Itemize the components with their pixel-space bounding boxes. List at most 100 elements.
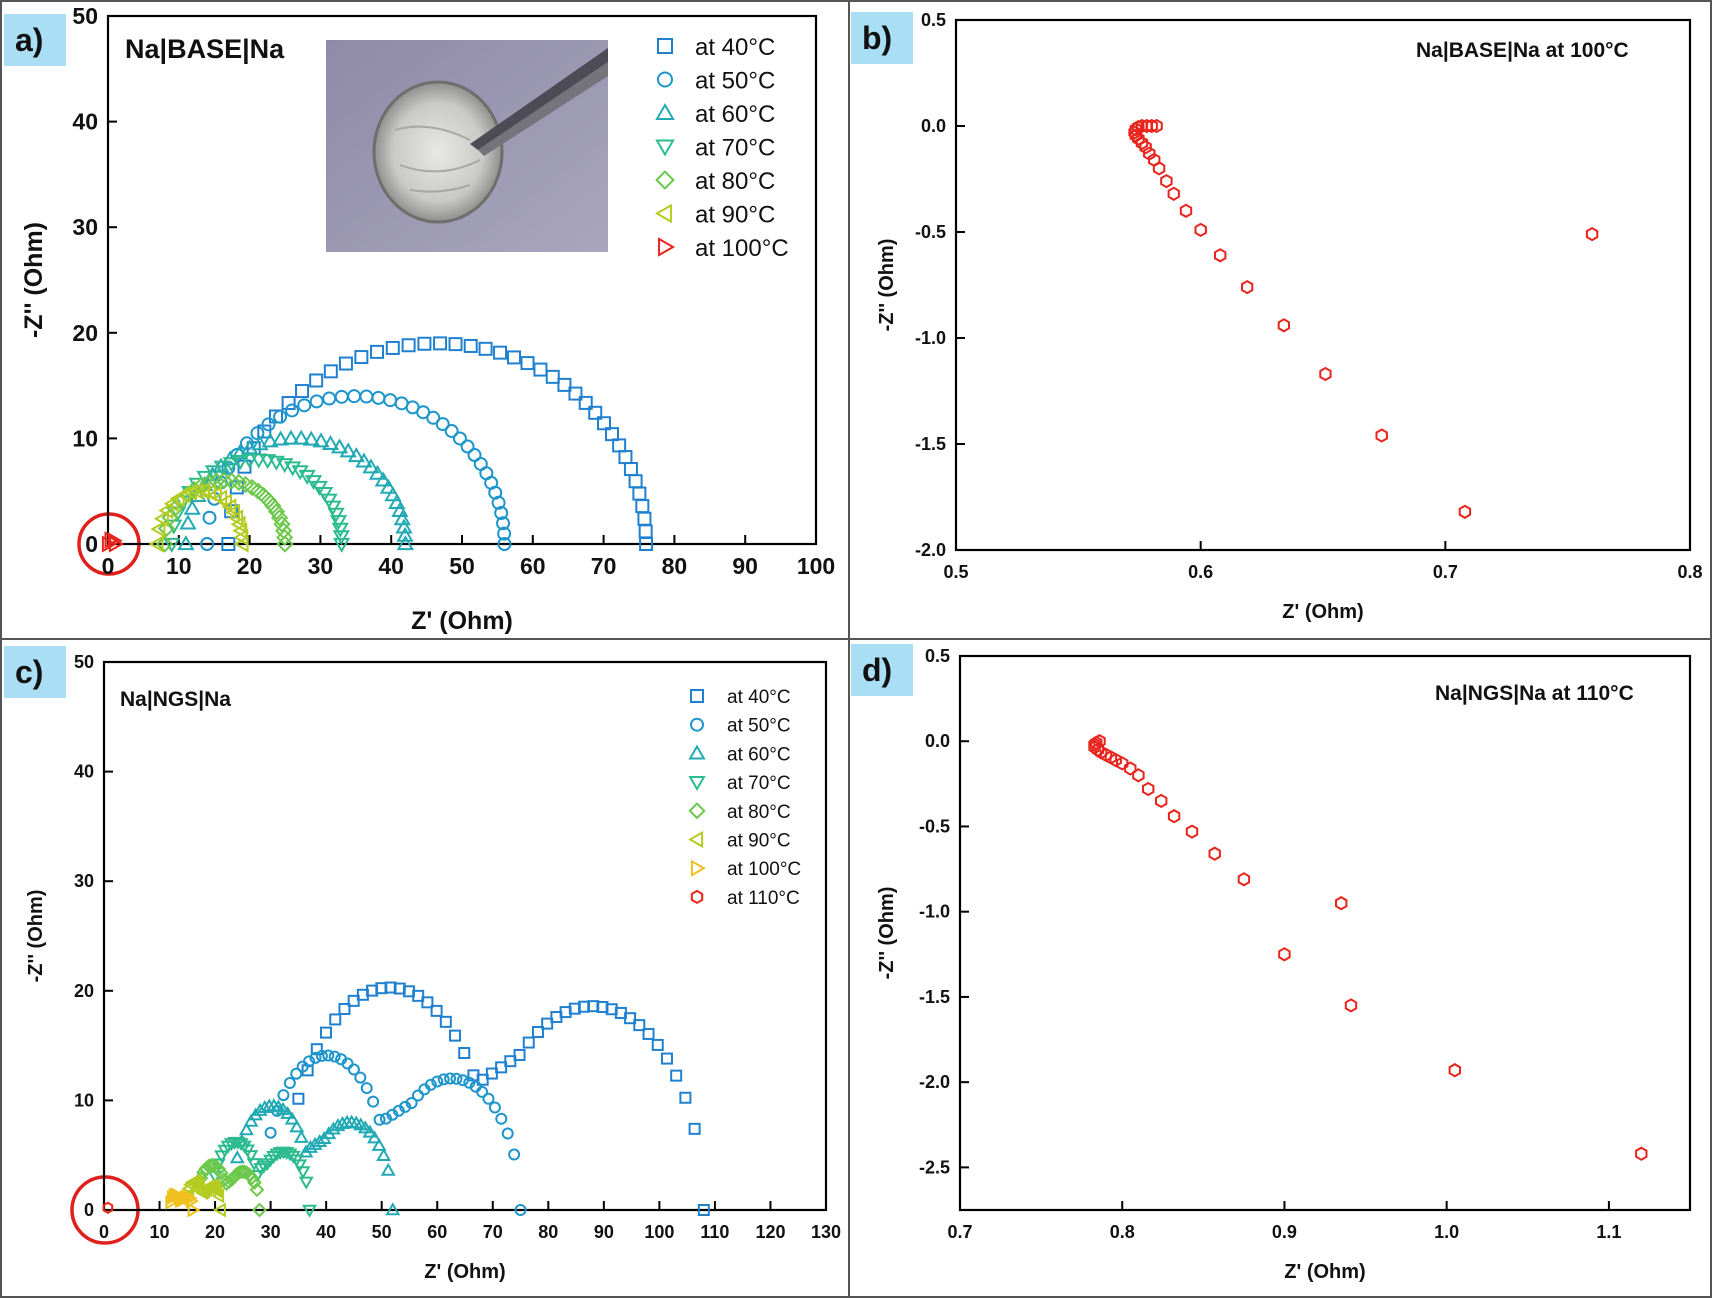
data-point	[233, 535, 249, 553]
y-tick-label: -2.0	[919, 1072, 950, 1092]
data-point	[507, 350, 522, 365]
data-point	[508, 1148, 521, 1161]
data-point	[633, 1019, 646, 1032]
panel-a-tag: a)	[15, 22, 43, 58]
data-point	[497, 537, 512, 551]
data-point	[374, 471, 392, 487]
y-tick-label: 20	[72, 320, 98, 346]
data-point	[347, 389, 362, 404]
data-point	[496, 516, 511, 531]
y-tick-label: 50	[74, 652, 94, 672]
data-point	[347, 1063, 360, 1076]
data-point	[1375, 428, 1388, 443]
chart-d: 0.7 0.8 0.9 1.0 1.1 -2.5 -2.0 -1.5 -1.0 -0.5 0.0 0.…	[876, 646, 1692, 1283]
x-tick-label: 1.1	[1596, 1222, 1621, 1242]
data-point	[504, 1055, 517, 1068]
data-point	[463, 338, 478, 353]
data-point	[182, 483, 198, 502]
data-point	[211, 1161, 227, 1177]
legend-marker	[655, 170, 675, 190]
data-point	[493, 345, 508, 360]
legend-label: at 40°C	[727, 687, 791, 708]
data-point	[514, 1204, 527, 1216]
y-tick-label: 0.0	[925, 731, 950, 751]
data-point	[285, 403, 300, 418]
chart-a: 0 10 20 30 40 50 60 70 80 90 100 0 10 20 30 40 50 Z' (Ohm…	[20, 3, 835, 635]
data-point	[297, 398, 312, 413]
data-point	[623, 462, 638, 477]
y-tick-label: 0	[84, 1200, 94, 1220]
data-point	[244, 1170, 260, 1186]
data-point	[385, 1202, 401, 1216]
data-point	[327, 507, 345, 523]
plot-frame	[958, 654, 1692, 1212]
panel-b-title: Na|BASE|Na at 100°C	[1416, 39, 1629, 62]
data-point	[213, 460, 231, 476]
data-point	[150, 520, 166, 538]
data-point	[354, 350, 369, 365]
y-tick-label: -1.5	[919, 987, 950, 1007]
data-point	[482, 1092, 495, 1105]
y-tick-label: 30	[74, 871, 94, 891]
data-point	[292, 429, 310, 445]
x-tick-label: 70	[483, 1222, 503, 1242]
y-tick-label: 0.0	[921, 116, 946, 136]
data-point	[277, 1089, 290, 1102]
y-tick-label: 10	[72, 425, 98, 451]
x-tick-label: 80	[662, 553, 688, 579]
x-tick-label: 0	[99, 1222, 109, 1242]
x-tick-label: 20	[237, 553, 263, 579]
x-tick-label: 30	[308, 553, 334, 579]
x-tick-label: 20	[205, 1222, 225, 1242]
data-point	[273, 409, 288, 424]
data-point	[202, 510, 217, 525]
data-point	[456, 1074, 469, 1087]
tweezers-shape	[470, 48, 608, 150]
data-point	[309, 373, 324, 388]
panel-a-tag-bg	[4, 14, 66, 66]
data-point	[347, 447, 365, 463]
data-point	[276, 528, 294, 546]
legend-label: at 70°C	[727, 773, 791, 794]
data-point	[282, 429, 300, 445]
data-point	[430, 1004, 443, 1017]
data-point	[302, 430, 320, 446]
data-point	[367, 1095, 380, 1108]
data-point	[238, 1122, 254, 1136]
data-point	[281, 396, 296, 411]
data-point	[1241, 279, 1254, 295]
data-point	[283, 1077, 296, 1090]
data-point	[312, 1133, 328, 1147]
data-point	[157, 519, 176, 538]
data-point	[334, 389, 349, 404]
data-point	[604, 427, 619, 442]
data-point	[660, 1052, 673, 1065]
data-point	[401, 338, 416, 353]
legend-marker	[688, 744, 706, 760]
data-point	[437, 1073, 450, 1086]
data-point	[179, 514, 197, 530]
data-point	[1132, 131, 1145, 146]
data-point	[186, 1193, 200, 1209]
data-point	[324, 500, 342, 516]
data-point	[637, 511, 652, 526]
data-point	[204, 465, 223, 481]
data-point	[341, 1057, 354, 1070]
data-point	[153, 510, 169, 528]
data-point	[230, 1136, 246, 1150]
data-point	[396, 526, 414, 542]
legend-label: at 80°C	[695, 168, 775, 195]
data-point	[183, 499, 201, 515]
data-point	[444, 1072, 457, 1085]
y-tick-label: 0.5	[921, 10, 946, 30]
data-point	[223, 1138, 239, 1152]
data-point	[376, 1148, 392, 1162]
data-point	[545, 369, 560, 384]
x-axis-label: Z' (Ohm)	[1284, 1261, 1365, 1283]
data-point	[452, 431, 467, 446]
data-point	[1335, 896, 1348, 911]
data-point	[284, 461, 302, 477]
x-tick-label: 80	[538, 1222, 558, 1242]
data-point	[679, 1091, 692, 1104]
